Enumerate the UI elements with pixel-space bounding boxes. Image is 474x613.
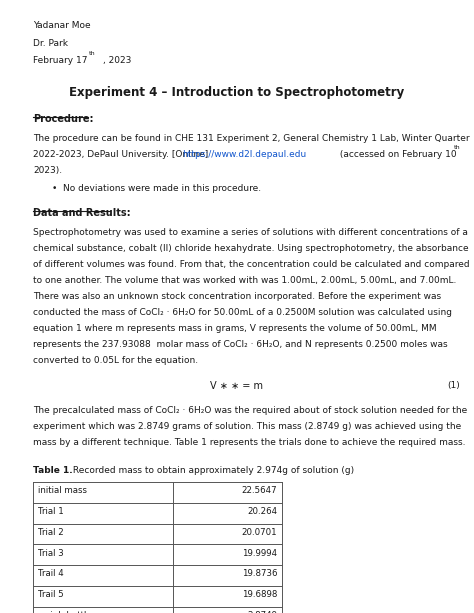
Text: 19.9994: 19.9994 bbox=[242, 549, 277, 558]
Text: V ∗ ∗ = m: V ∗ ∗ = m bbox=[210, 381, 264, 391]
Text: The procedure can be found in CHE 131 Experiment 2, General Chemistry 1 Lab, Win: The procedure can be found in CHE 131 Ex… bbox=[33, 134, 470, 143]
Text: 2023).: 2023). bbox=[33, 166, 62, 175]
Text: th: th bbox=[454, 145, 461, 150]
Text: 20.0701: 20.0701 bbox=[242, 528, 277, 537]
Text: chemical substance, cobalt (II) chloride hexahydrate. Using spectrophotometry, t: chemical substance, cobalt (II) chloride… bbox=[33, 244, 469, 253]
Text: to one another. The volume that was worked with was 1.00mL, 2.00mL, 5.00mL, and : to one another. The volume that was work… bbox=[33, 276, 456, 285]
Text: (accessed on February 10: (accessed on February 10 bbox=[337, 150, 456, 159]
Text: converted to 0.05L for the equation.: converted to 0.05L for the equation. bbox=[33, 356, 198, 365]
Text: 20.264: 20.264 bbox=[247, 507, 277, 516]
Text: The precalculated mass of CoCl₂ · 6H₂O was the required about of stock solution : The precalculated mass of CoCl₂ · 6H₂O w… bbox=[33, 406, 467, 415]
Text: 2022-2023, DePaul University. [Online]: 2022-2023, DePaul University. [Online] bbox=[33, 150, 211, 159]
Text: 2.8749: 2.8749 bbox=[247, 611, 277, 613]
Text: conducted the mass of CoCl₂ · 6H₂O for 50.00mL of a 0.2500M solution was calcula: conducted the mass of CoCl₂ · 6H₂O for 5… bbox=[33, 308, 452, 317]
Text: There was also an unknown stock concentration incorporated. Before the experimen: There was also an unknown stock concentr… bbox=[33, 292, 441, 301]
Text: equation 1 where m represents mass in grams, V represents the volume of 50.00mL,: equation 1 where m represents mass in gr… bbox=[33, 324, 437, 333]
Text: Yadanar Moe: Yadanar Moe bbox=[33, 21, 91, 31]
Text: , 2023: , 2023 bbox=[103, 56, 132, 65]
Text: Recorded mass to obtain approximately 2.974g of solution (g): Recorded mass to obtain approximately 2.… bbox=[70, 466, 354, 475]
Text: •: • bbox=[51, 184, 56, 193]
Text: initial mass: initial mass bbox=[38, 486, 87, 495]
Text: Table 1.: Table 1. bbox=[33, 466, 73, 475]
Text: th: th bbox=[89, 51, 96, 56]
Text: weigh bottle: weigh bottle bbox=[38, 611, 91, 613]
Text: of different volumes was found. From that, the concentration could be calculated: of different volumes was found. From tha… bbox=[33, 260, 470, 269]
Text: 19.8736: 19.8736 bbox=[242, 569, 277, 579]
Text: Trial 3: Trial 3 bbox=[38, 549, 64, 558]
Text: mass by a different technique. Table 1 represents the trials done to achieve the: mass by a different technique. Table 1 r… bbox=[33, 438, 465, 447]
Text: February 17: February 17 bbox=[33, 56, 88, 65]
Text: Spectrophotometry was used to examine a series of solutions with different conce: Spectrophotometry was used to examine a … bbox=[33, 228, 468, 237]
Text: No deviations were made in this procedure.: No deviations were made in this procedur… bbox=[63, 184, 261, 193]
Text: represents the 237.93088  molar mass of CoCl₂ · 6H₂O, and N represents 0.2500 mo: represents the 237.93088 molar mass of C… bbox=[33, 340, 448, 349]
Text: experiment which was 2.8749 grams of solution. This mass (2.8749 g) was achieved: experiment which was 2.8749 grams of sol… bbox=[33, 422, 461, 431]
Text: (1): (1) bbox=[447, 381, 460, 390]
Text: Experiment 4 – Introduction to Spectrophotometry: Experiment 4 – Introduction to Spectroph… bbox=[69, 86, 405, 99]
Text: Dr. Park: Dr. Park bbox=[33, 39, 68, 48]
Text: 19.6898: 19.6898 bbox=[242, 590, 277, 600]
Text: 22.5647: 22.5647 bbox=[242, 486, 277, 495]
Text: https://www.d2l.depaul.edu: https://www.d2l.depaul.edu bbox=[182, 150, 307, 159]
Text: Trail 4: Trail 4 bbox=[38, 569, 64, 579]
Text: Trail 5: Trail 5 bbox=[38, 590, 64, 600]
Text: Trial 2: Trial 2 bbox=[38, 528, 64, 537]
Text: Data and Results:: Data and Results: bbox=[33, 208, 131, 218]
Text: Trial 1: Trial 1 bbox=[38, 507, 64, 516]
Text: Procedure:: Procedure: bbox=[33, 114, 94, 124]
